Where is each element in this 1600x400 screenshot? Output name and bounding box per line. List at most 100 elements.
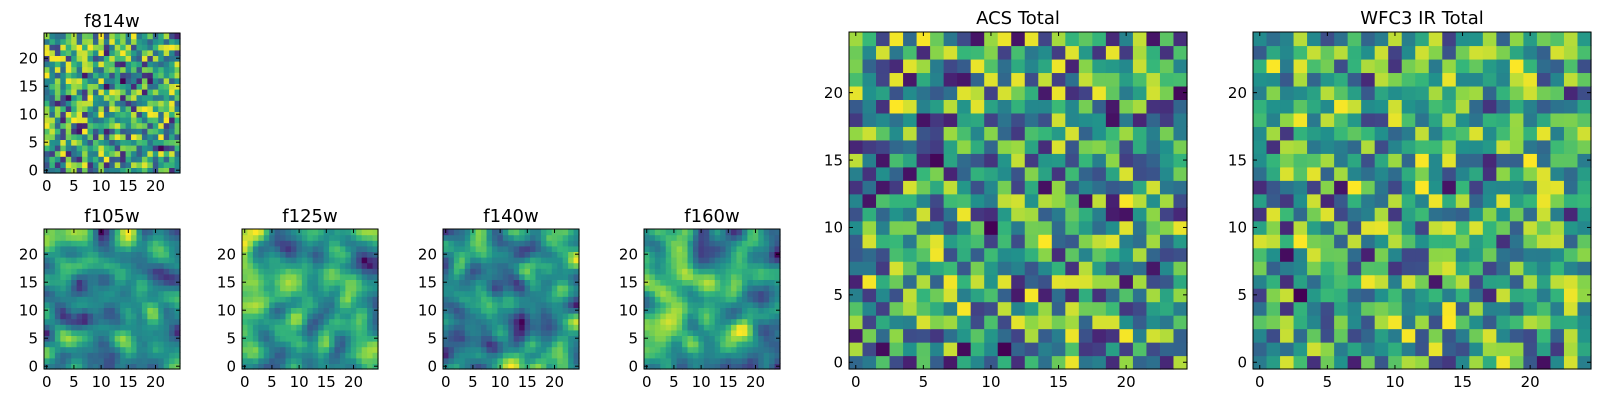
heatmap-cell [943, 45, 958, 60]
heatmap-cell [147, 363, 154, 370]
heatmap-cell [54, 262, 61, 269]
heatmap-cell [114, 49, 121, 56]
heatmap-cell [242, 273, 249, 280]
heatmap-cell [356, 240, 363, 247]
heatmap-cell [65, 329, 72, 336]
heatmap-cell [714, 234, 721, 241]
heatmap-cell [152, 38, 159, 45]
heatmap-cell [361, 285, 368, 292]
heatmap-cell [65, 251, 72, 258]
heatmap-cell [970, 247, 985, 262]
heatmap-cell [1347, 85, 1362, 100]
heatmap-cell [76, 335, 83, 342]
heatmap-cell [65, 318, 72, 325]
heatmap-cell [524, 357, 531, 364]
heatmap-cell [87, 341, 94, 348]
heatmap-cell [87, 285, 94, 292]
heatmap-cell [87, 44, 94, 51]
heatmap-cell [163, 251, 170, 258]
heatmap-cell [356, 329, 363, 336]
x-tick-label: 5 [267, 373, 277, 391]
heatmap-cell [568, 285, 575, 292]
heatmap-cell [82, 83, 89, 90]
heatmap-cell [752, 290, 759, 297]
heatmap-cell [76, 55, 83, 62]
heatmap-cell [158, 156, 165, 163]
heatmap-cell [519, 279, 526, 286]
heatmap-cell [1280, 220, 1295, 235]
heatmap-cell [318, 296, 325, 303]
heatmap-cell [513, 245, 520, 252]
heatmap-cell [957, 328, 972, 343]
heatmap-cell [82, 89, 89, 96]
y-tick-label: 15 [19, 77, 38, 95]
heatmap-cell [103, 346, 110, 353]
heatmap-cell [131, 257, 138, 264]
heatmap-cell [943, 315, 958, 330]
heatmap-cell [1119, 220, 1134, 235]
heatmap-cell [339, 313, 346, 320]
heatmap-cell [731, 357, 738, 364]
heatmap-cell [502, 285, 509, 292]
heatmap-cell [557, 341, 564, 348]
heatmap-cell [665, 307, 672, 314]
heatmap-cell [82, 290, 89, 297]
heatmap-cell [876, 72, 891, 87]
heatmap-cell [71, 83, 78, 90]
heatmap-cell [65, 66, 72, 73]
heatmap-cell [644, 285, 651, 292]
heatmap-cell [692, 245, 699, 252]
heatmap-cell [131, 100, 138, 107]
heatmap-cell [98, 324, 105, 331]
heatmap-cell [290, 341, 297, 348]
heatmap-cell [120, 329, 127, 336]
heatmap-cell [519, 262, 526, 269]
heatmap-cell [703, 245, 710, 252]
heatmap-cell [731, 257, 738, 264]
heatmap-cell [312, 240, 319, 247]
heatmap-cell [1266, 342, 1281, 357]
heatmap-cell [475, 307, 482, 314]
heatmap-cell [114, 234, 121, 241]
heatmap-cell [1159, 45, 1175, 60]
heatmap-cell [301, 318, 308, 325]
heatmap-cell [109, 105, 116, 112]
heatmap-cell [709, 257, 716, 264]
heatmap-cell [114, 273, 121, 280]
heatmap-cell [318, 301, 325, 308]
heatmap-cell [443, 273, 450, 280]
heatmap-cell [1550, 72, 1565, 87]
heatmap-cell [1347, 72, 1362, 87]
heatmap-cell [741, 357, 748, 364]
heatmap-cell [849, 301, 864, 316]
heatmap-cell [329, 346, 336, 353]
heatmap-cell [573, 329, 580, 336]
heatmap-cell [1496, 32, 1511, 47]
heatmap-cell [125, 324, 132, 331]
heatmap-cell [82, 262, 89, 269]
heatmap-cell [169, 245, 176, 252]
heatmap-cell [87, 117, 94, 124]
heatmap-cell [247, 234, 254, 241]
heatmap-cell [573, 234, 580, 241]
heatmap-cell [174, 346, 181, 353]
heatmap-cell [147, 290, 154, 297]
heatmap-cell [318, 240, 325, 247]
heatmap-cell [54, 105, 61, 112]
heatmap-cell [1496, 58, 1511, 74]
heatmap-cell [774, 313, 781, 320]
heatmap-cell [49, 33, 56, 40]
heatmap-cell [361, 257, 368, 264]
heatmap-cell [1442, 301, 1457, 316]
heatmap-cell [71, 329, 78, 336]
heatmap-cell [752, 318, 759, 325]
heatmap-cell [698, 262, 705, 269]
heatmap-cell [862, 72, 877, 87]
heatmap-cell [1024, 274, 1039, 289]
heatmap-cell [285, 279, 292, 286]
y-tick-label: 5 [833, 286, 843, 304]
heatmap-cell [508, 313, 515, 320]
heatmap-cell [1401, 207, 1416, 222]
heatmap-cell [862, 99, 877, 114]
